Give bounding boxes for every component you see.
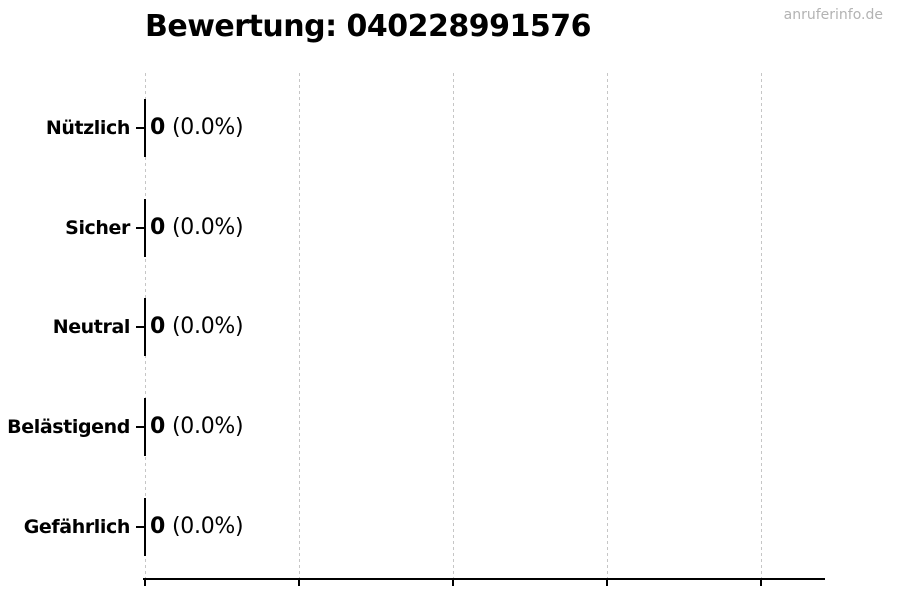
bar-percent: (0.0%) [172,115,244,140]
bar-value-label: 0 (0.0%) [150,99,244,157]
bar-row: Neutral 0 (0.0%) [0,298,900,356]
bar-row: Gefährlich 0 (0.0%) [0,498,900,556]
zero-bar [144,298,146,356]
bar-percent: (0.0%) [172,215,244,240]
bar-percent: (0.0%) [172,314,244,339]
zero-bar [144,199,146,257]
chart-title: Bewertung: 040228991576 [145,9,592,44]
gridline [299,73,300,578]
x-tick [760,580,762,586]
y-tick [136,326,144,328]
bar-value-label: 0 (0.0%) [150,498,244,556]
bar-row: Nützlich 0 (0.0%) [0,99,900,157]
x-tick [606,580,608,586]
bar-row: Sicher 0 (0.0%) [0,199,900,257]
bar-row: Belästigend 0 (0.0%) [0,398,900,456]
bar-value-label: 0 (0.0%) [150,199,244,257]
bar-percent: (0.0%) [172,414,244,439]
bar-count: 0 [150,314,166,339]
zero-bar [144,99,146,157]
y-tick [136,526,144,528]
y-tick [136,127,144,129]
bar-count: 0 [150,514,166,539]
zero-bar [144,398,146,456]
bar-value-label: 0 (0.0%) [150,298,244,356]
x-axis-line [143,578,825,580]
bar-count: 0 [150,115,166,140]
bar-percent: (0.0%) [172,514,244,539]
category-label: Gefährlich [23,516,131,538]
y-tick [136,426,144,428]
category-label: Neutral [52,316,131,338]
x-tick [452,580,454,586]
category-label: Nützlich [45,117,131,139]
zero-bar [144,498,146,556]
gridline [453,73,454,578]
gridline [607,73,608,578]
bar-value-label: 0 (0.0%) [150,398,244,456]
bar-count: 0 [150,414,166,439]
x-tick [298,580,300,586]
gridline [761,73,762,578]
category-label: Sicher [65,217,130,239]
y-tick [136,227,144,229]
x-tick [144,580,146,586]
bar-count: 0 [150,215,166,240]
category-label: Belästigend [7,416,130,438]
watermark-text: anruferinfo.de [783,7,883,23]
